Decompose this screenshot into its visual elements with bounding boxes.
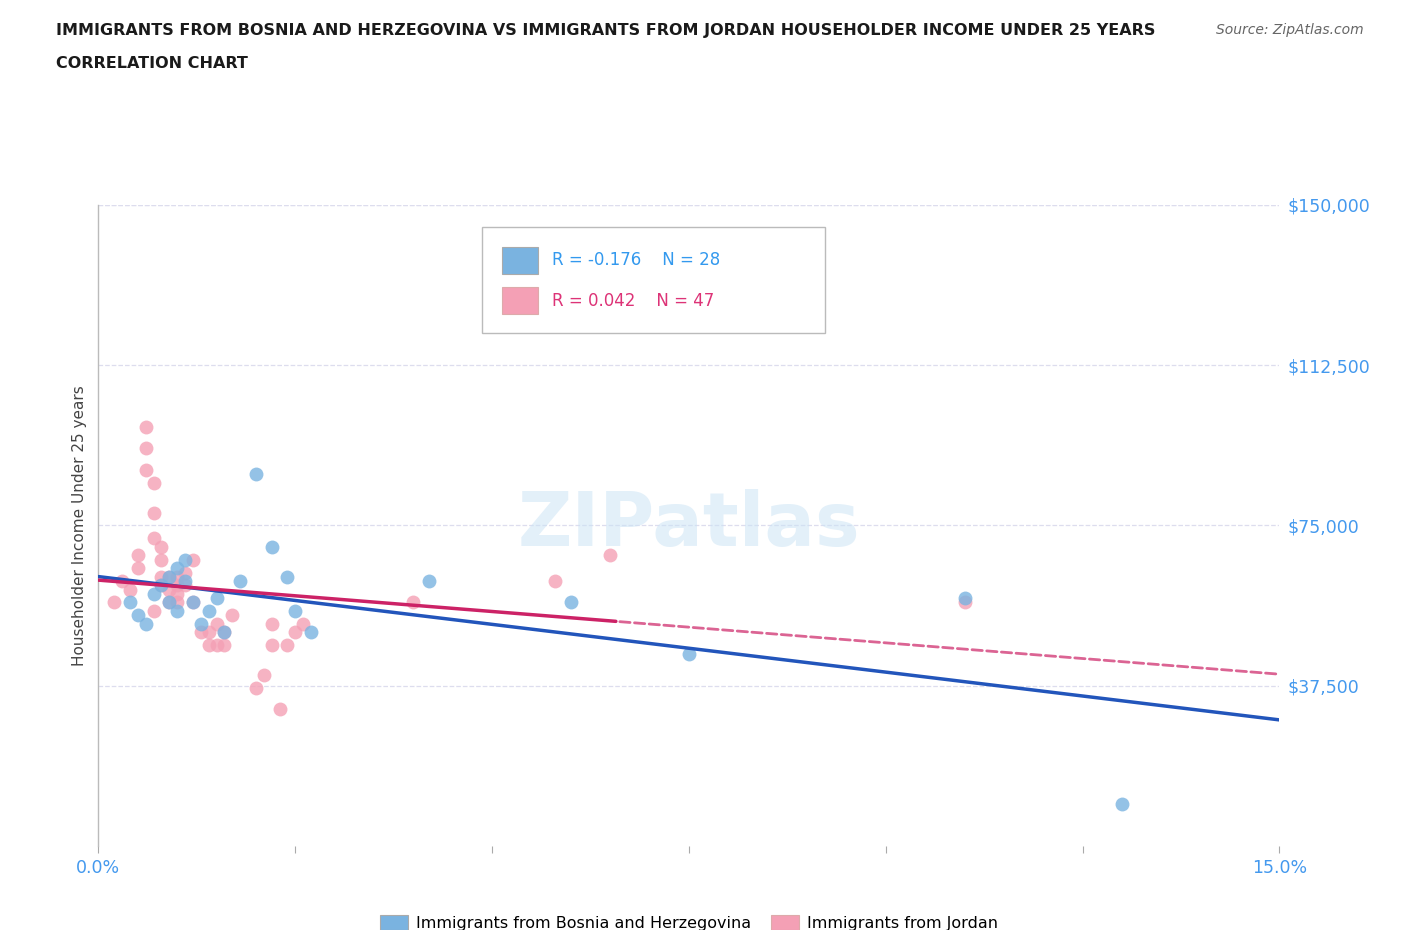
Point xyxy=(197,625,219,640)
Point xyxy=(157,569,180,584)
Point xyxy=(197,604,219,618)
Point xyxy=(166,578,188,592)
Text: CORRELATION CHART: CORRELATION CHART xyxy=(56,56,247,71)
Point xyxy=(190,625,212,640)
Point xyxy=(166,561,188,576)
Point xyxy=(127,561,149,576)
Point xyxy=(190,617,212,631)
Text: Source: ZipAtlas.com: Source: ZipAtlas.com xyxy=(1216,23,1364,37)
Point xyxy=(142,475,165,490)
Point xyxy=(181,552,204,567)
Point xyxy=(157,595,180,610)
Point xyxy=(953,595,976,610)
Text: ZIPatlas: ZIPatlas xyxy=(517,489,860,562)
Point xyxy=(260,638,283,653)
Point xyxy=(142,587,165,602)
Point xyxy=(245,681,267,696)
Point xyxy=(214,625,236,640)
Point xyxy=(142,604,165,618)
Point xyxy=(135,462,157,477)
Point xyxy=(260,539,283,554)
Point xyxy=(150,578,173,592)
Point xyxy=(418,574,440,589)
Point xyxy=(135,617,157,631)
Point xyxy=(118,595,141,610)
Point xyxy=(181,595,204,610)
Point xyxy=(166,569,188,584)
Point xyxy=(135,441,157,456)
Point xyxy=(174,578,197,592)
Point xyxy=(1111,796,1133,811)
Point xyxy=(150,578,173,592)
Point xyxy=(292,617,315,631)
Point xyxy=(166,587,188,602)
Point xyxy=(214,638,236,653)
Point xyxy=(284,625,307,640)
Point xyxy=(111,574,134,589)
Point xyxy=(150,569,173,584)
Point xyxy=(245,467,267,482)
Point xyxy=(402,595,425,610)
FancyBboxPatch shape xyxy=(482,227,825,333)
Point xyxy=(135,419,157,434)
Point xyxy=(205,617,228,631)
Text: IMMIGRANTS FROM BOSNIA AND HERZEGOVINA VS IMMIGRANTS FROM JORDAN HOUSEHOLDER INC: IMMIGRANTS FROM BOSNIA AND HERZEGOVINA V… xyxy=(56,23,1156,38)
Point xyxy=(127,608,149,623)
Bar xyxy=(502,247,537,274)
Point xyxy=(166,604,188,618)
Point xyxy=(142,531,165,546)
Point xyxy=(269,702,291,717)
Point xyxy=(118,582,141,597)
Point xyxy=(174,552,197,567)
Point xyxy=(150,539,173,554)
Point xyxy=(678,646,700,661)
Point xyxy=(260,617,283,631)
Point xyxy=(127,548,149,563)
Bar xyxy=(502,287,537,314)
Point xyxy=(181,595,204,610)
Point xyxy=(174,565,197,580)
Point xyxy=(214,625,236,640)
Point xyxy=(142,505,165,520)
Point xyxy=(157,595,180,610)
Point xyxy=(174,574,197,589)
Point xyxy=(197,638,219,653)
Point xyxy=(560,595,582,610)
Text: R = -0.176    N = 28: R = -0.176 N = 28 xyxy=(553,251,720,270)
Point xyxy=(276,569,298,584)
Point xyxy=(229,574,252,589)
Legend: Immigrants from Bosnia and Herzegovina, Immigrants from Jordan: Immigrants from Bosnia and Herzegovina, … xyxy=(373,909,1005,930)
Point xyxy=(253,668,276,683)
Point xyxy=(205,638,228,653)
Text: R = 0.042    N = 47: R = 0.042 N = 47 xyxy=(553,292,714,310)
Point xyxy=(166,595,188,610)
Point xyxy=(599,548,621,563)
Point xyxy=(276,638,298,653)
Point xyxy=(150,552,173,567)
Point xyxy=(953,591,976,605)
Point xyxy=(103,595,125,610)
Point xyxy=(299,625,322,640)
Point xyxy=(157,569,180,584)
Point xyxy=(205,591,228,605)
Point xyxy=(284,604,307,618)
Point xyxy=(157,582,180,597)
Point xyxy=(544,574,567,589)
Point xyxy=(221,608,243,623)
Y-axis label: Householder Income Under 25 years: Householder Income Under 25 years xyxy=(72,385,87,666)
